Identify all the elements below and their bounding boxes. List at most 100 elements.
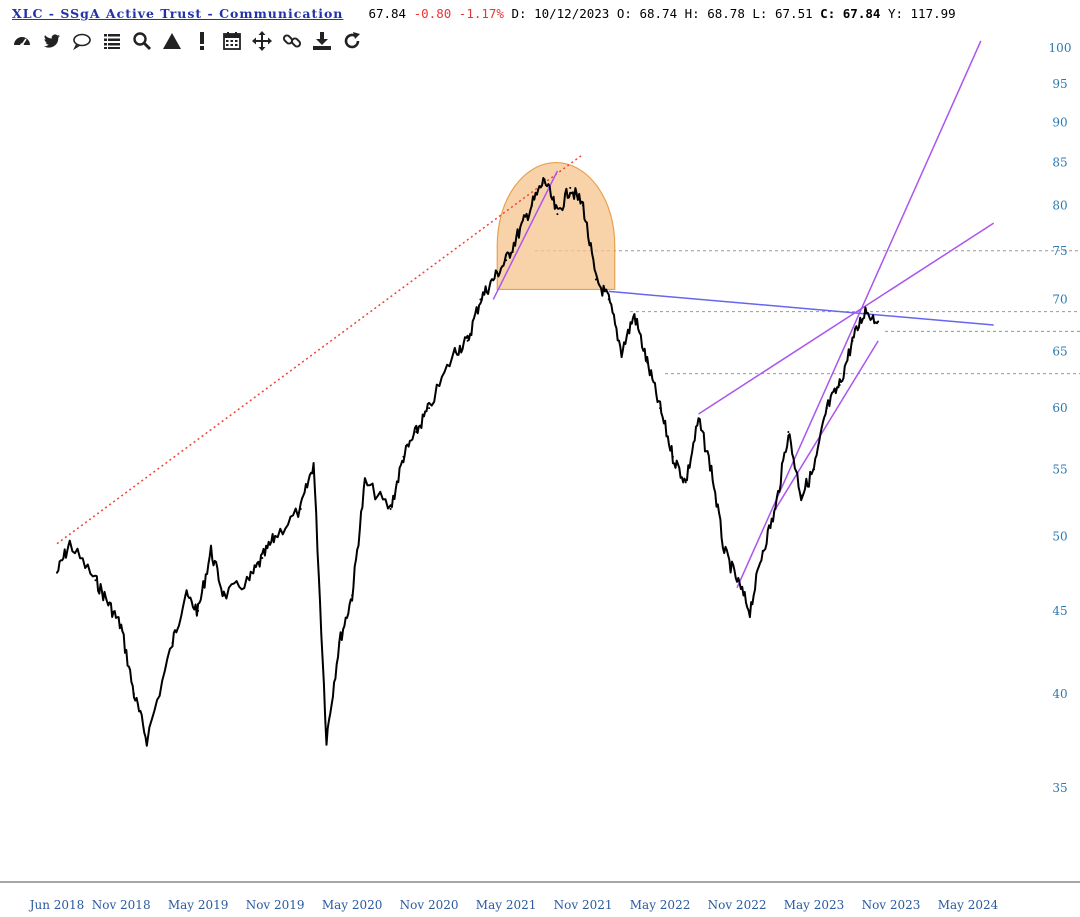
price-point [684, 481, 687, 484]
high-value: 68.78 [707, 6, 745, 21]
triangle-icon[interactable] [160, 29, 184, 53]
y-label: Y: [887, 6, 903, 21]
trendline [492, 170, 559, 300]
dashboard-icon[interactable] [10, 29, 34, 53]
y-tick-label: 75 [1052, 244, 1067, 258]
price-point [530, 204, 533, 207]
x-tick-label: May 2022 [630, 898, 691, 912]
x-tick-label: Jun 2018 [28, 898, 85, 912]
price-point [68, 542, 71, 545]
price-point [363, 481, 366, 484]
price-point [620, 350, 623, 353]
last-price: 67.84 [368, 6, 407, 21]
trendline [736, 40, 982, 589]
quote-header: XLC - SSgA Active Trust - Communication … [12, 5, 956, 23]
rounded-top-shape [496, 162, 616, 291]
price-point [723, 549, 726, 552]
move-icon[interactable] [250, 29, 274, 53]
y-tick-label: 45 [1052, 604, 1067, 618]
chart-toolbar [10, 29, 364, 53]
price-point [415, 430, 418, 433]
price-point [607, 298, 610, 301]
x-tick-label: Nov 2019 [246, 898, 305, 912]
close-label: C: [820, 6, 836, 21]
calendar-icon[interactable] [220, 29, 244, 53]
price-line [56, 177, 879, 747]
price-point [671, 455, 674, 458]
price-point [312, 462, 315, 465]
price-point [107, 602, 110, 605]
x-tick-label: Nov 2018 [92, 898, 151, 912]
price-point [132, 692, 135, 695]
price-point [569, 186, 572, 189]
price-point [351, 594, 354, 597]
price-point [851, 339, 854, 342]
date-value: 10/12/2023 [534, 6, 610, 21]
x-tick-label: May 2021 [476, 898, 537, 912]
open-label: O: [616, 6, 632, 21]
price-point [800, 494, 803, 497]
price-point [761, 549, 764, 552]
trendline [698, 222, 995, 415]
comment-icon[interactable] [70, 29, 94, 53]
x-tick-label: May 2024 [938, 898, 999, 912]
price-point [659, 407, 662, 410]
search-icon[interactable] [130, 29, 154, 53]
price-point [56, 571, 58, 574]
y-tick-label: 90 [1052, 115, 1067, 129]
price-change-pct: -1.17% [458, 6, 504, 21]
price-point [748, 609, 751, 612]
price-point [299, 507, 302, 510]
close-value: 67.84 [842, 6, 881, 21]
price-point [145, 738, 148, 741]
link-icon[interactable] [280, 29, 304, 53]
price-point [94, 579, 97, 582]
symbol-title-link[interactable]: XLC - SSgA Active Trust - Communication [12, 6, 344, 21]
trendlines [56, 40, 995, 589]
price-point [325, 738, 328, 741]
price-point [453, 350, 456, 353]
price-point [556, 213, 559, 216]
y-tick-label: 50 [1052, 530, 1067, 544]
price-point [479, 298, 482, 301]
y-value: 117.99 [910, 6, 956, 21]
horizontal-levels [535, 250, 1080, 375]
price-point [505, 259, 508, 262]
y-tick-label: 65 [1052, 345, 1067, 359]
price-point [864, 308, 867, 311]
price-point [389, 507, 392, 510]
twitter-icon[interactable] [40, 29, 64, 53]
price-point [697, 418, 700, 421]
y-tick-label: 80 [1052, 198, 1067, 212]
x-tick-label: May 2023 [784, 898, 845, 912]
open-value: 68.74 [639, 6, 678, 21]
date-label: D: [511, 6, 527, 21]
x-tick-label: May 2020 [322, 898, 383, 912]
price-point [825, 407, 828, 410]
trendline-dotted [56, 153, 584, 545]
refresh-icon[interactable] [340, 29, 364, 53]
x-tick-label: Nov 2020 [400, 898, 459, 912]
exclamation-icon[interactable] [190, 29, 214, 53]
price-point [428, 407, 431, 410]
price-point [646, 361, 649, 364]
price-point [736, 579, 739, 582]
price-point [466, 339, 469, 342]
price-point [517, 231, 520, 234]
price-point [338, 641, 341, 644]
price-series [56, 177, 880, 747]
list-icon[interactable] [100, 29, 124, 53]
y-tick-label: 100 [1049, 41, 1072, 55]
price-point [838, 383, 841, 386]
high-label: H: [684, 6, 700, 21]
download-icon[interactable] [310, 29, 334, 53]
price-point [582, 204, 585, 207]
price-point [877, 320, 880, 323]
y-tick-label: 35 [1052, 781, 1067, 795]
y-tick-label: 40 [1052, 687, 1067, 701]
price-change: -0.80 [413, 6, 452, 21]
price-point [222, 594, 225, 597]
price-point [787, 430, 790, 433]
y-tick-label: 95 [1052, 77, 1067, 91]
